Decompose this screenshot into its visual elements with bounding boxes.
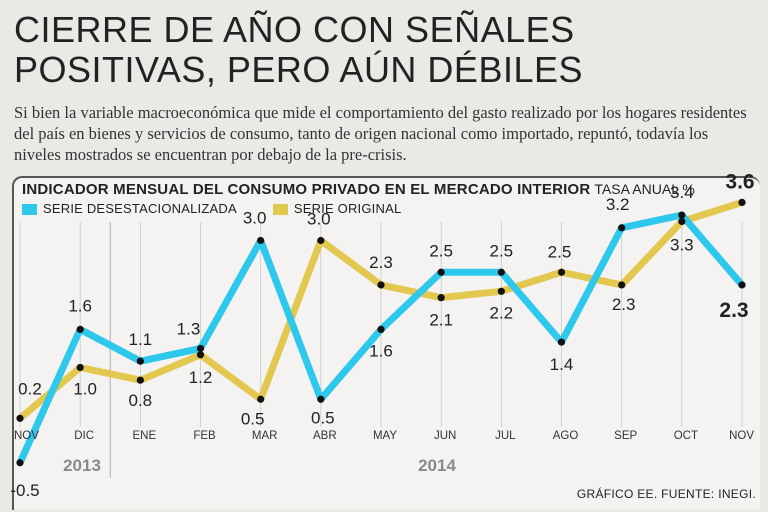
- data-label: 3.6: [725, 170, 754, 193]
- legend-label-series-1: SERIE DESESTACIONALIZADA: [43, 201, 237, 216]
- data-point: [618, 224, 626, 232]
- data-label: 2.5: [490, 241, 514, 260]
- data-point: [678, 211, 686, 219]
- data-point: [497, 268, 505, 276]
- data-point: [678, 217, 686, 226]
- data-label: 1.0: [73, 380, 97, 399]
- year-label: 2014: [418, 456, 456, 475]
- data-point: [136, 376, 144, 384]
- data-label: 3.4: [670, 183, 694, 202]
- x-tick-label: FEB: [193, 430, 216, 442]
- source-note: GRÁFICO EE. FUENTE: INEGI.: [576, 487, 756, 501]
- data-label: 1.4: [550, 355, 574, 374]
- legend-swatch-series-1: [22, 203, 37, 215]
- data-label: 3.2: [606, 195, 630, 214]
- data-label: 2.3: [612, 295, 636, 314]
- data-label: -0.5: [10, 481, 39, 500]
- x-tick-label: NOV: [14, 430, 39, 442]
- x-tick-label: JUL: [495, 430, 516, 442]
- data-point: [738, 198, 746, 206]
- data-point: [76, 363, 84, 372]
- legend-label-series-2: SERIE ORIGINAL: [293, 201, 402, 216]
- data-label: 0.5: [241, 409, 265, 428]
- data-label: 2.5: [429, 241, 453, 260]
- legend-item-series-1: SERIE DESESTACIONALIZADA: [22, 201, 237, 217]
- data-label: 0.8: [129, 391, 153, 410]
- title-line-2: POSITIVAS, PERO AÚN DÉBILES: [14, 49, 584, 90]
- data-point: [437, 294, 445, 302]
- data-point: [257, 236, 265, 245]
- chart-panel: [12, 176, 760, 510]
- data-point: [557, 338, 566, 346]
- data-point: [618, 281, 626, 289]
- data-label: 1.1: [129, 330, 153, 349]
- data-point: [317, 395, 325, 403]
- data-point: [377, 281, 385, 289]
- x-tick-label: ABR: [313, 430, 337, 442]
- data-label: 1.3: [177, 319, 201, 338]
- x-tick-label: SEP: [614, 430, 637, 442]
- x-tick-label: DIC: [74, 430, 94, 442]
- chart-unit: TASA ANUAL %: [594, 181, 695, 197]
- data-label: 2.1: [429, 311, 453, 330]
- data-label: 0.2: [18, 379, 42, 398]
- data-point: [557, 268, 566, 276]
- x-tick-label: MAR: [252, 430, 278, 442]
- data-point: [317, 236, 325, 245]
- data-label: 1.6: [369, 341, 393, 360]
- x-tick-label: AGO: [553, 430, 579, 442]
- x-tick-label: MAY: [373, 430, 397, 442]
- data-point: [76, 325, 84, 333]
- data-label: 1.2: [189, 368, 213, 387]
- data-point: [196, 351, 205, 359]
- data-label: 3.0: [243, 209, 267, 228]
- page-title: CIERRE DE AÑO CON SEÑALES POSITIVAS, PER…: [14, 10, 754, 90]
- x-tick-label: OCT: [674, 430, 698, 442]
- data-label: 0.5: [311, 408, 335, 427]
- x-tick-label: JUN: [434, 430, 456, 442]
- legend-item-series-2: SERIE ORIGINAL: [272, 201, 402, 217]
- year-label: 2013: [63, 456, 101, 475]
- data-label: 2.3: [369, 253, 393, 272]
- chart-heading: INDICADOR MENSUAL DEL CONSUMO PRIVADO EN…: [22, 180, 695, 199]
- chart-title: INDICADOR MENSUAL DEL CONSUMO PRIVADO EN…: [22, 181, 591, 198]
- data-point: [377, 325, 385, 333]
- data-point: [257, 395, 265, 403]
- data-point: [16, 459, 24, 467]
- data-label: 2.2: [490, 303, 514, 322]
- data-point: [738, 281, 746, 289]
- legend-swatch-series-2: [272, 203, 288, 215]
- data-point: [136, 357, 144, 365]
- chart-legend: SERIE DESESTACIONALIZADA SERIE ORIGINAL: [22, 201, 437, 217]
- data-label: 3.0: [307, 210, 331, 229]
- data-label: 1.6: [68, 296, 92, 315]
- data-point: [196, 344, 205, 353]
- data-label: 3.3: [670, 235, 694, 254]
- data-point: [16, 414, 24, 422]
- x-tick-label: NOV: [729, 430, 754, 442]
- title-line-1: CIERRE DE AÑO CON SEÑALES: [14, 9, 575, 50]
- data-label: 2.5: [548, 242, 572, 261]
- data-label: 2.3: [719, 299, 748, 322]
- data-point: [437, 268, 445, 276]
- data-point: [497, 287, 505, 295]
- x-tick-label: ENE: [133, 430, 157, 442]
- subtitle: Si bien la variable macroeconómica que m…: [14, 103, 747, 164]
